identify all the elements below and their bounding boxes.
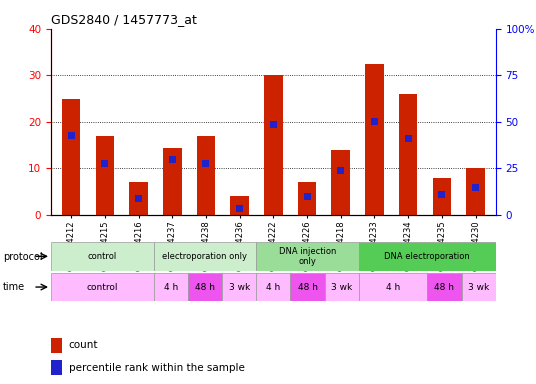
Bar [51,242,154,271]
Text: electroporation only: electroporation only [162,252,248,261]
Bar [303,193,310,200]
Bar [461,273,496,301]
Text: 48 h: 48 h [195,283,215,291]
Text: 4 h: 4 h [163,283,178,291]
Text: 3 wk: 3 wk [331,283,353,291]
Bar [163,147,182,215]
Bar [256,242,359,271]
Bar [325,273,359,301]
Bar [203,161,210,167]
Text: control: control [87,252,117,261]
Bar [264,75,282,215]
Bar [433,178,451,215]
Text: DNA electroporation: DNA electroporation [384,252,470,261]
Text: DNA injection
only: DNA injection only [279,247,336,266]
Bar [466,169,485,215]
Bar [222,273,256,301]
Text: percentile rank within the sample: percentile rank within the sample [69,362,244,373]
Bar [438,190,445,198]
Bar [188,273,222,301]
Bar [405,135,412,142]
Text: 48 h: 48 h [435,283,455,291]
Text: 3 wk: 3 wk [468,283,489,291]
Text: time: time [3,282,25,292]
Bar [68,132,75,139]
Bar [95,136,114,215]
Text: protocol: protocol [3,252,42,262]
Bar [51,273,154,301]
Bar [236,205,243,212]
Bar [359,273,427,301]
Bar [230,197,249,215]
Bar [472,184,479,190]
Bar [371,118,378,126]
Bar [291,273,325,301]
Bar [51,360,62,375]
Bar [427,273,461,301]
Bar [135,195,142,202]
Bar [101,161,108,167]
Bar [256,273,291,301]
Bar [51,338,62,353]
Text: count: count [69,340,98,350]
Text: 4 h: 4 h [266,283,280,291]
Bar [298,182,316,215]
Bar [399,94,418,215]
Bar [154,273,188,301]
Bar [169,156,176,163]
Bar [365,64,384,215]
Bar [359,242,496,271]
Bar [331,150,350,215]
Text: GDS2840 / 1457773_at: GDS2840 / 1457773_at [51,13,197,26]
Bar [154,242,256,271]
Bar [129,182,148,215]
Bar [62,99,80,215]
Text: control: control [86,283,118,291]
Text: 4 h: 4 h [386,283,400,291]
Text: 48 h: 48 h [297,283,318,291]
Bar [270,121,277,128]
Bar [197,136,215,215]
Text: 3 wk: 3 wk [228,283,250,291]
Bar [337,167,344,174]
